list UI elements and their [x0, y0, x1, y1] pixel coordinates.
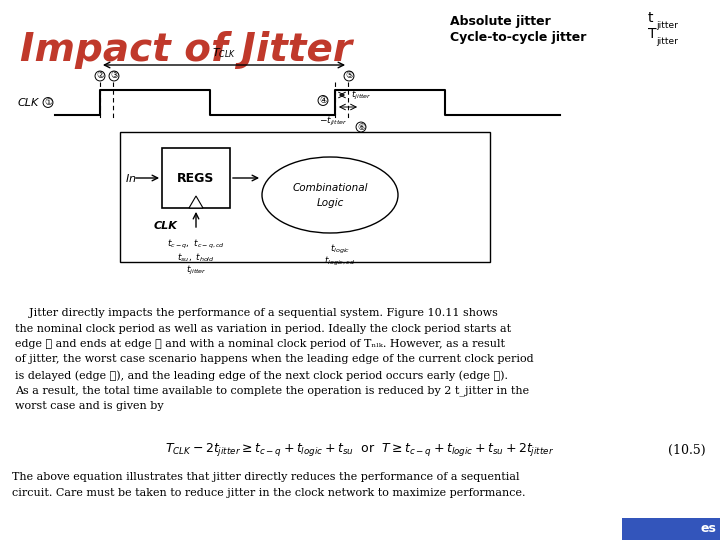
Text: CLK: CLK	[154, 221, 178, 231]
Text: ①: ①	[44, 98, 52, 107]
Bar	[120, 132, 490, 262]
Text: $-t_{jitter}$: $-t_{jitter}$	[319, 115, 347, 128]
Text: $t_{logic,cd}$: $t_{logic,cd}$	[325, 255, 356, 268]
Bar	[162, 148, 230, 208]
Text: the nominal clock period as well as variation in period. Ideally the clock perio: the nominal clock period as well as vari…	[15, 323, 511, 334]
Text: Cycle-to-cycle jitter: Cycle-to-cycle jitter	[450, 31, 586, 44]
Text: CLK: CLK	[18, 98, 40, 107]
Text: es: es	[700, 523, 716, 536]
Text: Combinational: Combinational	[292, 183, 368, 193]
Text: $t_{su},\ t_{hold}$: $t_{su},\ t_{hold}$	[177, 251, 215, 264]
Text: REGS: REGS	[177, 172, 215, 185]
Text: is delayed (edge ③), and the leading edge of the next clock period occurs early : is delayed (edge ③), and the leading edg…	[15, 370, 508, 381]
Text: The above equation illustrates that jitter directly reduces the performance of a: The above equation illustrates that jitt…	[12, 472, 520, 482]
Ellipse shape	[262, 157, 398, 233]
Text: $T_{CLK}$: $T_{CLK}$	[212, 46, 236, 60]
Text: ⑥: ⑥	[357, 123, 365, 132]
Text: T: T	[648, 27, 657, 41]
Text: (10.5): (10.5)	[668, 443, 706, 456]
Text: of jitter, the worst case scenario happens when the leading edge of the current : of jitter, the worst case scenario happe…	[15, 354, 534, 364]
Text: As a result, the total time available to complete the operation is reduced by 2 : As a result, the total time available to…	[15, 386, 529, 396]
Text: t: t	[648, 11, 654, 25]
Text: ②: ②	[96, 71, 104, 80]
Text: Logic: Logic	[316, 198, 343, 208]
Text: Jitter directly impacts the performance of a sequential system. Figure 10.11 sho: Jitter directly impacts the performance …	[15, 308, 498, 318]
Text: ⑤: ⑤	[345, 71, 353, 80]
Text: Impact of Jitter: Impact of Jitter	[20, 31, 352, 69]
Text: $In$: $In$	[125, 172, 137, 184]
Text: ③: ③	[110, 71, 118, 80]
Text: $T_{CLK} - 2t_{jitter} \geq t_{c-q} + t_{logic} + t_{su}$$\ \ \mathrm{or}\ \ $$T: $T_{CLK} - 2t_{jitter} \geq t_{c-q} + t_…	[166, 442, 554, 458]
Text: $t_{logic}$: $t_{logic}$	[330, 243, 350, 256]
Text: jitter: jitter	[656, 21, 678, 30]
Text: $t_{jitter}$: $t_{jitter}$	[186, 264, 207, 277]
Bar	[622, 518, 720, 540]
Text: circuit. Care must be taken to reduce jitter in the clock network to maximize pe: circuit. Care must be taken to reduce ji…	[12, 488, 526, 498]
Text: edge ② and ends at edge ⑤ and with a nominal clock period of Tₙₗₖ. However, as a: edge ② and ends at edge ⑤ and with a nom…	[15, 339, 505, 349]
Text: $t_{c-q},\ t_{c-q,cd}$: $t_{c-q},\ t_{c-q,cd}$	[167, 238, 225, 251]
Text: worst case and is given by: worst case and is given by	[15, 401, 163, 411]
Text: Absolute jitter: Absolute jitter	[450, 16, 551, 29]
Text: jitter: jitter	[656, 37, 678, 45]
Text: ④: ④	[319, 96, 327, 105]
Polygon shape	[189, 196, 203, 208]
Text: $t_{jitter}$: $t_{jitter}$	[351, 89, 372, 102]
